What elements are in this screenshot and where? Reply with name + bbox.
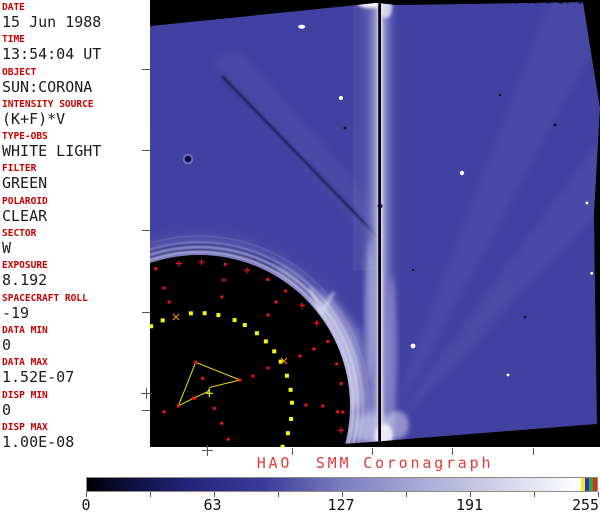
field-value: -19: [2, 303, 30, 322]
metadata-field: OBJECT SUN:CORONA: [2, 67, 150, 99]
metadata-field: FILTER GREEN: [2, 163, 150, 195]
axis-tick: [533, 448, 534, 455]
axis-tick: [146, 388, 147, 399]
colorbar-tick: [342, 492, 343, 497]
axis-tick: [292, 448, 293, 455]
axis-tick: [142, 69, 150, 70]
field-label: FILTER: [2, 163, 37, 175]
colorbar-tick: [470, 492, 471, 497]
metadata-field: TIME 13:54:04 UT: [2, 34, 150, 66]
field-value: 0: [2, 335, 12, 354]
colorbar-tick: [406, 492, 407, 497]
field-label: SECTOR: [2, 228, 37, 240]
colorbar-end-stripe: [581, 478, 585, 491]
field-label: DISP MAX: [2, 421, 48, 433]
image-title: HAO SMM Coronagraph: [256, 454, 494, 472]
fiducial-overlay: [150, 259, 345, 447]
field-value: WHITE LIGHT: [2, 142, 102, 161]
axis-tick: [142, 312, 150, 313]
field-value: 13:54:04 UT: [2, 45, 102, 64]
field-value: 1.52E-07: [2, 368, 75, 387]
colorbar-end-stripe: [589, 478, 593, 491]
field-label: EXPOSURE: [2, 260, 48, 272]
field-value: SUN:CORONA: [2, 77, 93, 96]
metadata-field: DISP MAX 1.00E-08: [2, 422, 150, 454]
colorbar: [86, 477, 598, 492]
colorbar-tick: [278, 492, 279, 497]
metadata-panel: DATE 15 Jun 1988 TIME 13:54:04 UT OBJECT SUN:…: [0, 0, 150, 455]
field-label: SPACECRAFT ROLL: [2, 292, 88, 304]
colorbar-end-stripe: [585, 478, 589, 491]
metadata-field: INTENSITY SOURCE (K+F)*V: [2, 99, 150, 131]
field-label: TIME: [2, 34, 25, 46]
metadata-field: SECTOR W: [2, 228, 150, 260]
metadata-field: EXPOSURE 8.192: [2, 260, 150, 292]
field-label: POLAROID: [2, 195, 48, 207]
axis-tick: [142, 150, 150, 151]
axis-tick: [142, 410, 150, 411]
colorbar-end-stripe: [593, 478, 597, 491]
axis-tick: [142, 230, 150, 231]
coronagraph-image: [150, 0, 600, 447]
field-label: OBJECT: [2, 66, 37, 78]
metadata-field: SPACECRAFT ROLL -19: [2, 293, 150, 325]
metadata-field: TYPE-OBS WHITE LIGHT: [2, 131, 150, 163]
axis-tick: [372, 448, 373, 455]
field-value: 1.00E-08: [2, 432, 75, 451]
metadata-field: DATA MAX 1.52E-07: [2, 357, 150, 389]
field-value: W: [2, 239, 12, 258]
metadata-field: DATE 15 Jun 1988: [2, 2, 150, 34]
metadata-field: DATA MIN 0: [2, 325, 150, 357]
colorbar-label: 63: [203, 496, 222, 514]
field-label: INTENSITY SOURCE: [2, 98, 94, 110]
axis-tick: [452, 448, 453, 455]
field-value: 0: [2, 400, 12, 419]
field-label: DATE: [2, 2, 25, 13]
field-label: DISP MIN: [2, 389, 48, 401]
colorbar-label: 0: [81, 496, 91, 514]
colorbar-tick: [86, 492, 87, 497]
field-label: TYPE-OBS: [2, 131, 48, 143]
field-value: 8.192: [2, 271, 48, 290]
colorbar-tick: [214, 492, 215, 497]
field-value: GREEN: [2, 174, 48, 193]
axis-tick: [207, 445, 208, 456]
colorbar-label: 127: [327, 496, 355, 514]
metadata-field: DISP MIN 0: [2, 390, 150, 422]
coronagraph-photo: [150, 2, 600, 447]
field-value: 15 Jun 1988: [2, 13, 102, 31]
metadata-field: POLAROID CLEAR: [2, 196, 150, 228]
colorbar-tick: [150, 492, 151, 497]
field-value: (K+F)*V: [2, 109, 66, 128]
colorbar-tick: [598, 492, 599, 497]
colorbar-label: 255: [571, 496, 600, 514]
field-label: DATA MAX: [2, 357, 48, 369]
field-label: DATA MIN: [2, 324, 48, 336]
field-value: CLEAR: [2, 206, 48, 225]
colorbar-tick: [534, 492, 535, 497]
colorbar-label: 191: [455, 496, 484, 514]
colorbar-gradient: [87, 478, 597, 491]
